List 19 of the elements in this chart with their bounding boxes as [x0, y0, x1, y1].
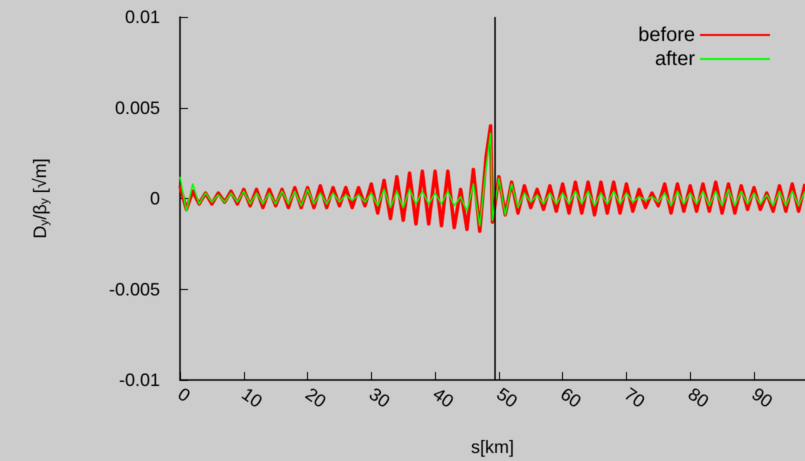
legend-label: before — [638, 24, 695, 46]
x-axis-title: s[km] — [471, 437, 514, 457]
x-tick-label: 40 — [429, 384, 458, 412]
y-axis-title: Dy/βy [√m] — [30, 158, 51, 239]
x-tick-label: 90 — [748, 384, 776, 412]
x-tick-label: 70 — [620, 384, 649, 412]
x-tick-label: 20 — [302, 384, 330, 412]
x-tick-label: 10 — [238, 384, 266, 412]
y-tick-label: -0.005 — [108, 279, 160, 300]
x-tick-label: 0 — [174, 384, 194, 406]
x-tick-label: 30 — [366, 384, 394, 412]
y-tick-label: 0.005 — [114, 98, 160, 118]
legend-label: after — [654, 48, 696, 70]
x-tick-label: 50 — [493, 384, 522, 412]
x-tick-label: 80 — [684, 384, 712, 412]
y-tick-label: 0.01 — [124, 7, 160, 27]
y-tick-label: -0.01 — [118, 370, 160, 390]
x-tick-label: 60 — [556, 384, 585, 412]
y-tick-label: 0 — [150, 188, 160, 208]
